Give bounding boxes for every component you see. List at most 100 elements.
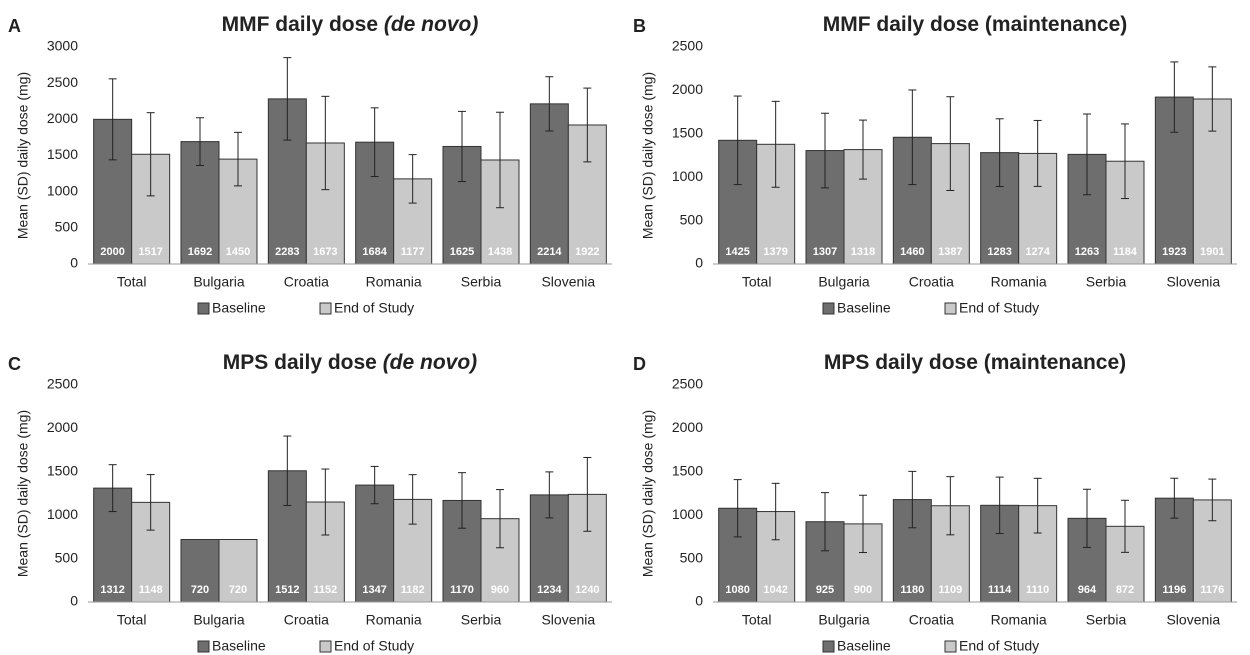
data-label: 720 — [191, 584, 209, 596]
chart-title: MPS daily dose (de novo) — [223, 351, 477, 374]
y-tick-label: 500 — [55, 549, 79, 565]
chart-title: MPS daily dose (maintenance) — [824, 351, 1126, 374]
error-bar — [146, 474, 155, 531]
x-tick-label: Slovenia — [1166, 612, 1220, 628]
x-tick-label: Total — [117, 274, 147, 290]
x-tick-label: Total — [117, 612, 147, 628]
error-bar — [1033, 477, 1042, 534]
x-tick-label: Serbia — [461, 274, 502, 290]
y-tick-label: 1500 — [672, 125, 703, 141]
y-tick-label: 500 — [55, 219, 79, 235]
data-label: 1110 — [1026, 584, 1049, 596]
error-bar — [1170, 61, 1179, 133]
x-tick-label: Croatia — [909, 612, 954, 628]
data-label: 720 — [229, 584, 247, 596]
y-tick-label: 2000 — [672, 81, 703, 97]
bar — [218, 539, 258, 603]
data-label: 1312 — [100, 584, 124, 596]
data-label: 960 — [491, 584, 509, 596]
y-axis-label: Mean (SD) daily dose (mg) — [15, 72, 31, 239]
error-bar — [583, 87, 592, 163]
data-label: 1901 — [1200, 246, 1224, 258]
error-bar — [321, 95, 330, 191]
legend-label: End of Study — [959, 638, 1039, 654]
x-tick-label: Romania — [366, 274, 422, 290]
error-bar — [859, 119, 867, 180]
title-text: MPS daily dose — [223, 351, 377, 374]
data-label: 1180 — [900, 584, 924, 596]
data-label: 1182 — [401, 584, 425, 596]
x-tick-label: Serbia — [461, 612, 502, 628]
data-label: 2283 — [275, 246, 299, 258]
data-label: 1318 — [851, 246, 875, 258]
error-bar — [496, 489, 504, 549]
error-bar — [108, 78, 117, 161]
data-label: 1922 — [575, 246, 599, 258]
error-bar — [1083, 113, 1091, 196]
data-label: 1379 — [763, 246, 787, 258]
data-label: 1307 — [813, 246, 837, 258]
x-tick-label: Total — [742, 274, 772, 290]
y-tick-label: 1500 — [47, 463, 78, 479]
data-label: 1512 — [275, 584, 299, 596]
bar — [355, 484, 395, 603]
y-tick-label: 2000 — [47, 419, 78, 435]
x-tick-label: Slovenia — [541, 612, 595, 628]
error-bar — [821, 112, 829, 189]
error-bar — [1121, 123, 1129, 200]
data-label: 925 — [816, 584, 834, 596]
y-axis-label: Mean (SD) daily dose (mg) — [640, 72, 656, 239]
legend-label: Baseline — [837, 300, 891, 316]
error-bar — [821, 492, 829, 552]
x-tick-label: Bulgaria — [818, 274, 870, 290]
data-label: 872 — [1116, 584, 1134, 596]
data-label: 1625 — [450, 246, 474, 258]
error-bar — [733, 479, 742, 538]
data-label: 1387 — [938, 246, 962, 258]
data-label: 1196 — [1162, 584, 1186, 596]
error-bar — [408, 154, 417, 204]
y-tick-label: 2000 — [672, 419, 703, 435]
y-tick-label: 0 — [695, 255, 703, 271]
title-italic: (de novo) — [383, 351, 478, 374]
y-tick-label: 500 — [680, 211, 704, 227]
y-axis-label: Mean (SD) daily dose (mg) — [640, 410, 656, 577]
error-bar — [370, 107, 379, 178]
title-text: MPS daily dose (maintenance) — [824, 351, 1126, 374]
data-label: 1425 — [725, 246, 749, 258]
y-tick-label: 1500 — [47, 146, 78, 162]
error-bar — [545, 471, 554, 519]
x-tick-label: Croatia — [284, 612, 329, 628]
data-label: 1184 — [1113, 246, 1138, 258]
panel-label: B — [633, 16, 646, 36]
data-label: 1274 — [1025, 246, 1050, 258]
x-tick-label: Bulgaria — [193, 274, 245, 290]
data-label: 1109 — [938, 584, 962, 596]
data-label: 1148 — [139, 584, 163, 596]
data-label: 1234 — [537, 584, 562, 596]
legend-swatch — [197, 302, 210, 315]
x-tick-label: Slovenia — [541, 274, 595, 290]
data-label: 1283 — [987, 246, 1011, 258]
legend-swatch — [197, 640, 210, 653]
y-tick-label: 2500 — [672, 376, 703, 392]
error-bar — [458, 110, 466, 183]
legend-swatch — [822, 302, 835, 315]
data-label: 1692 — [188, 246, 212, 258]
legend-label: Baseline — [212, 300, 266, 316]
y-tick-label: 1000 — [47, 506, 78, 522]
y-tick-label: 2500 — [47, 74, 78, 90]
error-bar — [908, 470, 917, 529]
chart-title: MMF daily dose (maintenance) — [823, 13, 1128, 36]
data-label: 1240 — [575, 584, 599, 596]
error-bar — [995, 118, 1004, 187]
panel-label: A — [8, 16, 21, 36]
data-label: 1438 — [488, 246, 512, 258]
error-bar — [496, 111, 504, 209]
legend-swatch — [944, 640, 957, 653]
x-tick-label: Slovenia — [1166, 274, 1220, 290]
error-bar — [545, 76, 554, 132]
data-label: 1152 — [313, 584, 337, 596]
error-bar — [370, 465, 379, 505]
error-bar — [1083, 488, 1091, 548]
